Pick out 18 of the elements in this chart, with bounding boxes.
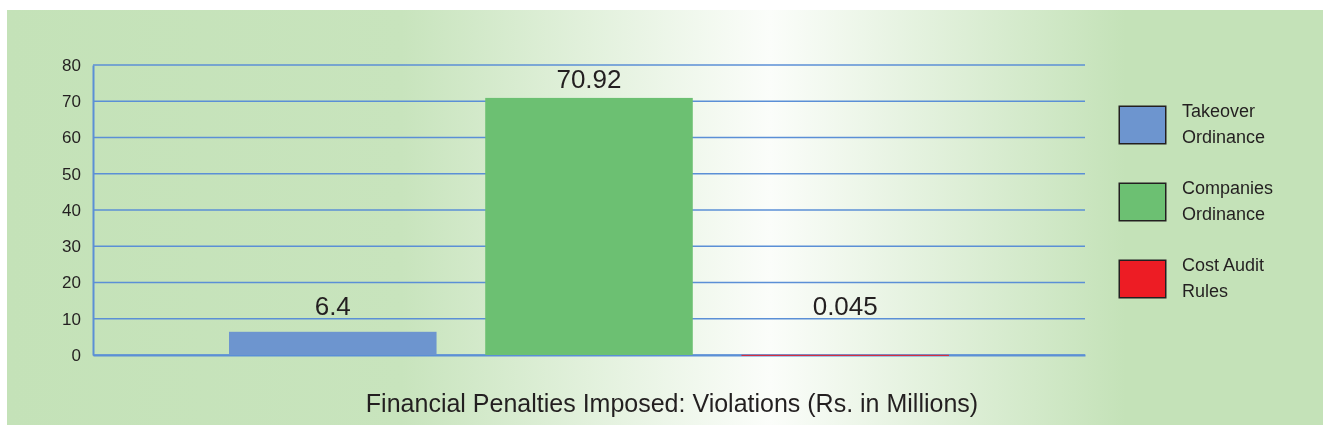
y-tick-label: 30	[62, 237, 81, 257]
y-tick-label: 10	[62, 309, 81, 329]
y-tick-label: 20	[62, 273, 81, 293]
text: Financial Penalties Imposed: Violations (Rs. in Millions)	[365, 389, 979, 417]
legend-label: Cost Audit Rules	[1182, 255, 1265, 301]
data-label: 70.92	[556, 63, 622, 94]
y-tick-label: 80	[62, 55, 81, 75]
y-tick-label: 0	[71, 345, 81, 365]
legend-label: Takeover Ordinance	[1182, 101, 1266, 147]
data-label: 6.4	[314, 291, 351, 321]
data-label: 0.045	[812, 291, 878, 321]
bar	[229, 331, 437, 355]
y-tick-label: 40	[62, 200, 81, 220]
legend-label: Companies Ordinance	[1182, 178, 1274, 224]
bar	[485, 97, 693, 355]
y-tick-label: 70	[62, 92, 81, 112]
y-tick-label: 60	[62, 128, 81, 148]
y-tick-label: 50	[62, 164, 81, 184]
